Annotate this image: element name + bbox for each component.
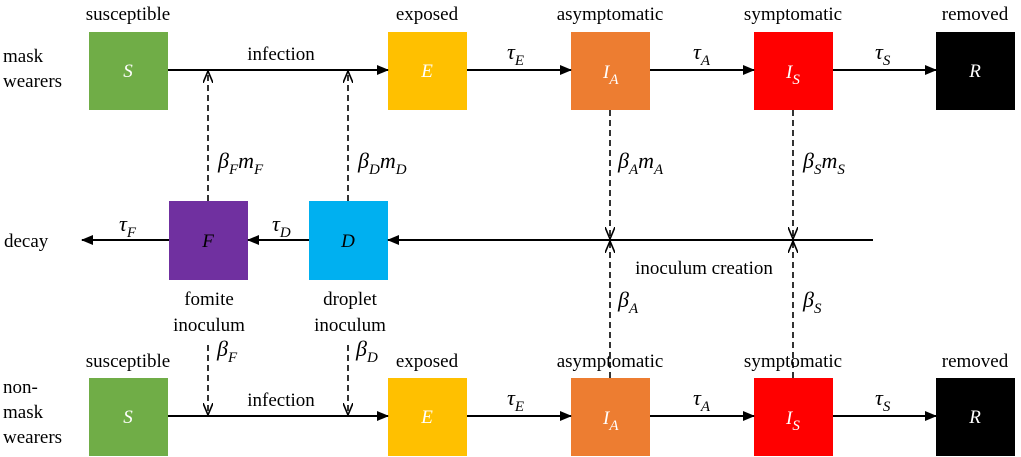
exposed-symbol-top: E — [420, 61, 433, 82]
tau-F-label: τF — [119, 211, 137, 241]
tau-A-label-bottom: τA — [693, 385, 711, 415]
fomite-label-line1: fomite — [184, 289, 234, 310]
tau-D-label: τD — [272, 211, 291, 241]
asymptomatic-title-top: asymptomatic — [557, 4, 664, 25]
infection-label-bottom: infection — [247, 390, 315, 411]
mask-wearers-label-line1: mask — [3, 46, 44, 67]
beta-S-m-S-label: βSmS — [802, 148, 845, 178]
beta-F-label: βF — [216, 336, 238, 366]
asymptomatic-box-top — [571, 32, 650, 110]
exposed-title-top: exposed — [396, 4, 459, 25]
susceptible-symbol-bottom: S — [123, 407, 133, 428]
removed-symbol-bottom: R — [968, 407, 981, 428]
exposed-title-bottom: exposed — [396, 351, 459, 372]
beta-S-label: βS — [802, 287, 822, 317]
non-mask-wearers-label-line3: wearers — [3, 427, 62, 448]
tau-S-label-top: τS — [875, 39, 891, 69]
decay-label: decay — [4, 231, 49, 252]
beta-A-m-A-label: βAmA — [617, 148, 664, 178]
tau-E-label-top: τE — [507, 39, 524, 69]
removed-title-top: removed — [942, 4, 1009, 25]
non-mask-wearers-label-line2: mask — [3, 402, 44, 423]
beta-D-m-D-label: βDmD — [357, 148, 407, 178]
removed-symbol-top: R — [968, 61, 981, 82]
tau-A-label-top: τA — [693, 39, 711, 69]
infection-label-top: infection — [247, 44, 315, 65]
exposed-symbol-bottom: E — [420, 407, 433, 428]
beta-A-label: βA — [617, 287, 639, 317]
tau-S-label-bottom: τS — [875, 385, 891, 415]
beta-F-m-F-label: βFmF — [217, 148, 264, 178]
susceptible-title-bottom: susceptible — [86, 351, 170, 372]
inoculum-creation-label: inoculum creation — [635, 258, 773, 279]
symptomatic-box-bottom — [754, 378, 833, 456]
susceptible-title-top: susceptible — [86, 4, 170, 25]
non-mask-wearers-label-line1: non- — [3, 377, 38, 398]
beta-D-label: βD — [355, 336, 378, 366]
susceptible-symbol-top: S — [123, 61, 133, 82]
symptomatic-box-top — [754, 32, 833, 110]
removed-title-bottom: removed — [942, 351, 1009, 372]
asymptomatic-box-bottom — [571, 378, 650, 456]
fomite-symbol: F — [201, 231, 214, 252]
symptomatic-title-top: symptomatic — [744, 4, 842, 25]
fomite-label-line2: inoculum — [173, 315, 245, 336]
droplet-symbol: D — [340, 231, 355, 252]
mask-wearers-label-line2: wearers — [3, 71, 62, 92]
tau-E-label-bottom: τE — [507, 385, 524, 415]
droplet-label-line2: inoculum — [314, 315, 386, 336]
droplet-label-line1: droplet — [323, 289, 378, 310]
